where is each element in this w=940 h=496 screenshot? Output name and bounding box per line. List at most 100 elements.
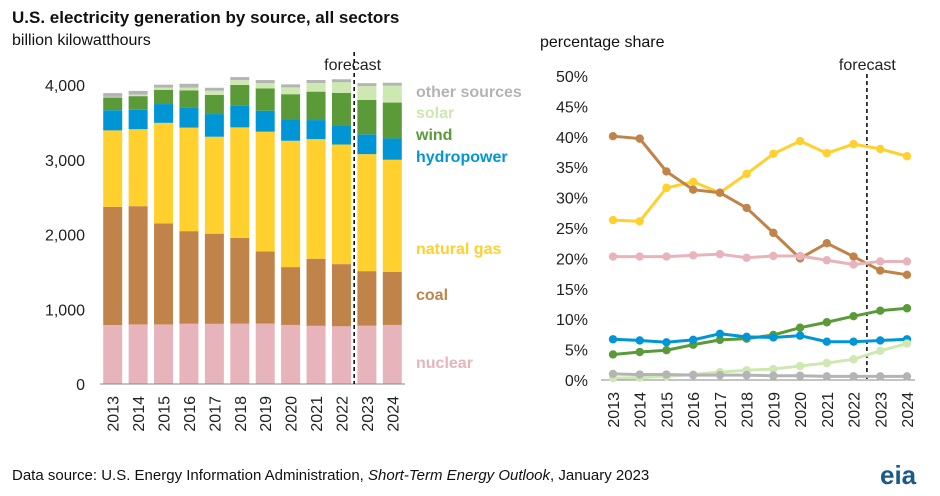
bar-segment-solar xyxy=(281,87,301,95)
bar-segment-nuclear xyxy=(331,326,351,384)
left-y-tick-label: 0 xyxy=(76,377,85,394)
line-point-hydropower xyxy=(608,335,618,344)
right-y-tick-label: 5% xyxy=(565,343,588,360)
bar-segment-nuclear xyxy=(204,323,224,384)
bar-segment-wind xyxy=(255,88,275,111)
right-y-tick-label: 0% xyxy=(565,373,588,390)
bar-segment-hydropower xyxy=(128,109,148,130)
line-point-natural_gas xyxy=(876,144,885,154)
bar-segment-nuclear xyxy=(230,323,250,384)
bar-segment-hydropower xyxy=(103,110,123,131)
bar-segment-other_sources xyxy=(357,83,377,87)
right-x-tick-label: 2017 xyxy=(713,392,730,428)
line-point-other_sources xyxy=(902,372,912,381)
bar-segment-natural_gas xyxy=(357,154,377,272)
left-axis-unit: billion kilowatthours xyxy=(12,32,151,49)
line-series-solar xyxy=(612,342,908,380)
line-point-nuclear xyxy=(635,252,644,261)
line-point-wind xyxy=(902,304,912,313)
right-x-tick-label: 2022 xyxy=(847,392,864,428)
right-y-tick-label: 30% xyxy=(556,191,588,208)
line-point-other_sources xyxy=(822,372,832,381)
left-y-tick-label: 1,000 xyxy=(45,302,85,319)
line-point-other_sources xyxy=(608,369,618,379)
legend-label-wind: wind xyxy=(415,127,452,144)
left-x-tick-label: 2017 xyxy=(207,396,224,432)
line-point-natural_gas xyxy=(662,183,671,193)
left-x-tick-label: 2016 xyxy=(182,396,199,432)
right-x-tick-label: 2014 xyxy=(633,392,650,428)
bar-segment-hydropower xyxy=(306,120,326,140)
line-point-wind xyxy=(635,347,644,357)
bar-segment-coal xyxy=(204,233,224,324)
left-x-tick-label: 2022 xyxy=(334,396,351,432)
line-point-hydropower xyxy=(849,337,858,346)
line-point-wind xyxy=(662,346,671,355)
left-x-tick-label: 2013 xyxy=(106,396,123,432)
bar-segment-nuclear xyxy=(306,325,326,384)
bar-segment-wind xyxy=(382,102,402,139)
bar-segment-nuclear xyxy=(128,324,148,384)
bar-segment-natural_gas xyxy=(331,144,351,265)
bar-segment-other_sources xyxy=(230,77,250,81)
line-point-solar xyxy=(849,355,858,364)
left-x-tick-label: 2020 xyxy=(284,396,301,432)
bar-segment-nuclear xyxy=(154,324,174,384)
bar-segment-natural_gas xyxy=(103,130,123,207)
bar-segment-coal xyxy=(103,206,123,326)
line-point-nuclear xyxy=(822,256,832,265)
line-point-natural_gas xyxy=(608,215,618,225)
right-x-tick-label: 2023 xyxy=(873,392,890,428)
line-point-hydropower xyxy=(795,331,805,340)
data-source-note: Data source: U.S. Energy Information Adm… xyxy=(12,467,650,484)
bar-segment-wind xyxy=(281,94,301,120)
bar-segment-solar xyxy=(357,86,377,100)
left-x-tick-label: 2019 xyxy=(258,396,275,432)
right-x-tick-label: 2016 xyxy=(686,392,703,428)
bar-segment-natural_gas xyxy=(179,127,199,232)
bar-segment-natural_gas xyxy=(306,139,326,259)
right-x-tick-label: 2020 xyxy=(793,392,810,428)
bar-segment-other_sources xyxy=(204,87,224,91)
left-x-tick-label: 2024 xyxy=(385,396,402,432)
line-point-coal xyxy=(822,239,832,248)
bar-segment-other_sources xyxy=(255,80,275,84)
bar-segment-hydropower xyxy=(382,138,402,160)
line-point-other_sources xyxy=(876,372,885,381)
line-point-other_sources xyxy=(769,371,778,380)
bar-segment-nuclear xyxy=(255,323,275,384)
bar-segment-solar xyxy=(382,85,402,103)
line-point-nuclear xyxy=(742,253,751,262)
line-point-nuclear xyxy=(662,252,671,261)
bar-segment-solar xyxy=(179,87,199,91)
line-point-solar xyxy=(876,346,885,356)
line-point-hydropower xyxy=(715,329,725,338)
right-y-tick-label: 25% xyxy=(556,221,588,238)
right-y-tick-label: 50% xyxy=(556,69,588,86)
right-x-tick-label: 2018 xyxy=(740,392,757,428)
bar-segment-hydropower xyxy=(281,119,301,141)
bar-segment-hydropower xyxy=(204,114,224,137)
bar-segment-natural_gas xyxy=(128,129,148,207)
line-point-coal xyxy=(715,188,725,197)
bar-segment-other_sources xyxy=(281,84,301,88)
bar-segment-wind xyxy=(357,99,377,135)
bar-segment-natural_gas xyxy=(382,159,402,272)
bar-segment-other_sources xyxy=(103,93,123,97)
bar-segment-other_sources xyxy=(331,79,351,83)
right-x-tick-label: 2015 xyxy=(659,392,676,428)
bar-segment-wind xyxy=(230,84,250,106)
line-point-coal xyxy=(608,131,618,141)
line-point-nuclear xyxy=(715,249,725,259)
line-point-natural_gas xyxy=(902,152,912,161)
line-point-natural_gas xyxy=(635,217,644,226)
right-x-tick-label: 2024 xyxy=(900,392,917,428)
line-point-nuclear xyxy=(608,252,618,261)
line-point-other_sources xyxy=(795,371,805,380)
line-point-coal xyxy=(876,266,885,275)
bar-segment-natural_gas xyxy=(281,140,301,268)
bar-segment-wind xyxy=(103,97,123,111)
bar-segment-solar xyxy=(255,83,275,89)
line-point-natural_gas xyxy=(822,149,832,158)
line-point-nuclear xyxy=(902,257,912,266)
